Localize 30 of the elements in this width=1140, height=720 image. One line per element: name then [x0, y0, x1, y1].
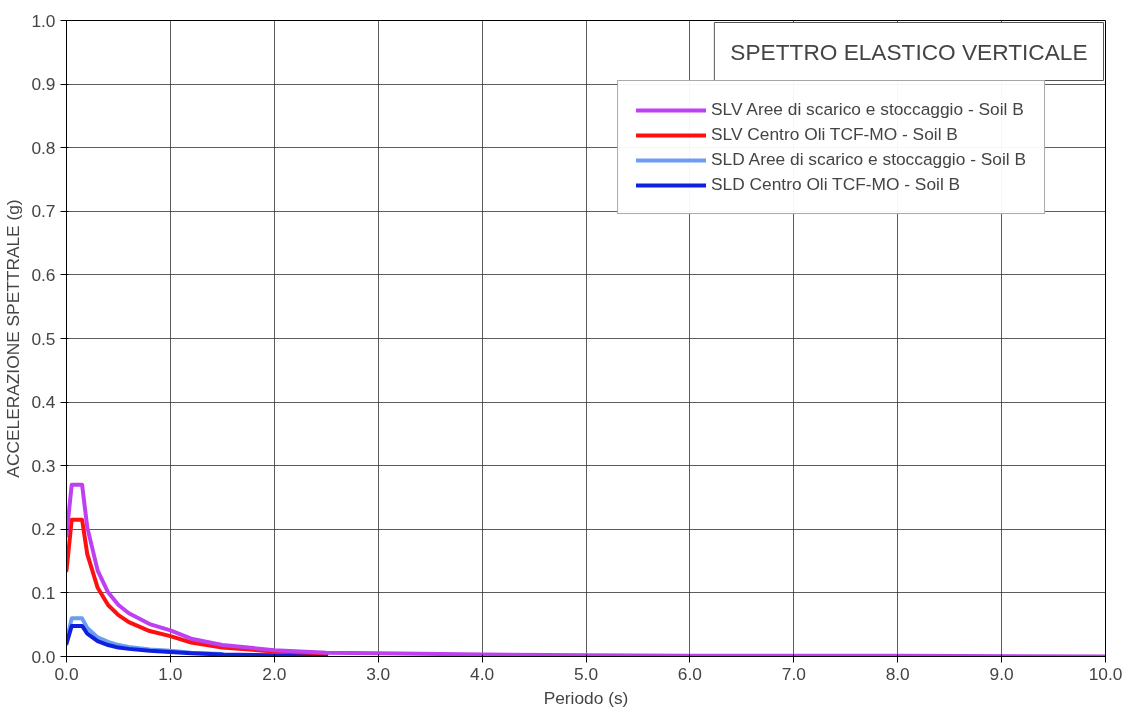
legend-label: SLD Aree di scarico e stoccaggio - Soil B: [711, 149, 1026, 170]
legend-label: SLD Centro Oli TCF-MO - Soil B: [711, 174, 961, 195]
y-tick-label: 0.3: [31, 455, 56, 476]
x-tick-label: 4.0: [470, 663, 495, 684]
legend-label: SLV Aree di scarico e stoccaggio - Soil B: [711, 99, 1024, 120]
x-tick-label: 1.0: [158, 663, 183, 684]
y-tick-label: 0.6: [31, 264, 56, 285]
x-tick-label: 9.0: [989, 663, 1014, 684]
x-axis-title: Periodo (s): [543, 687, 629, 708]
y-tick-label: 0.8: [31, 137, 56, 158]
x-tick-label: 6.0: [677, 663, 702, 684]
x-tick-label: 7.0: [781, 663, 806, 684]
text: SPETTRO ELASTICO VERTICALE: [730, 38, 1088, 65]
line-series: [66, 623, 329, 657]
y-axis-title: ACCELERAZIONE SPETTRALE (g): [3, 199, 24, 478]
y-tick-label: 0.9: [31, 74, 56, 95]
x-tick-label: 5.0: [573, 663, 599, 684]
y-tick-label: 0.7: [31, 201, 56, 222]
y-tick-label: 0.5: [31, 328, 56, 349]
x-tick-label: 3.0: [366, 663, 391, 684]
x-tick-label: 0.0: [54, 663, 79, 684]
y-tick-label: 0.0: [31, 646, 56, 667]
x-tick-label: 8.0: [885, 663, 910, 684]
legend-label: SLV Centro Oli TCF-MO - Soil B: [711, 124, 958, 145]
y-tick-label: 0.2: [31, 519, 56, 540]
x-tick-label: 2.0: [262, 663, 287, 684]
x-tick-label: 10.0: [1088, 663, 1123, 684]
y-tick-label: 0.1: [31, 582, 56, 603]
y-tick-label: 0.4: [31, 392, 56, 413]
y-tick-label: 1.0: [31, 10, 56, 31]
